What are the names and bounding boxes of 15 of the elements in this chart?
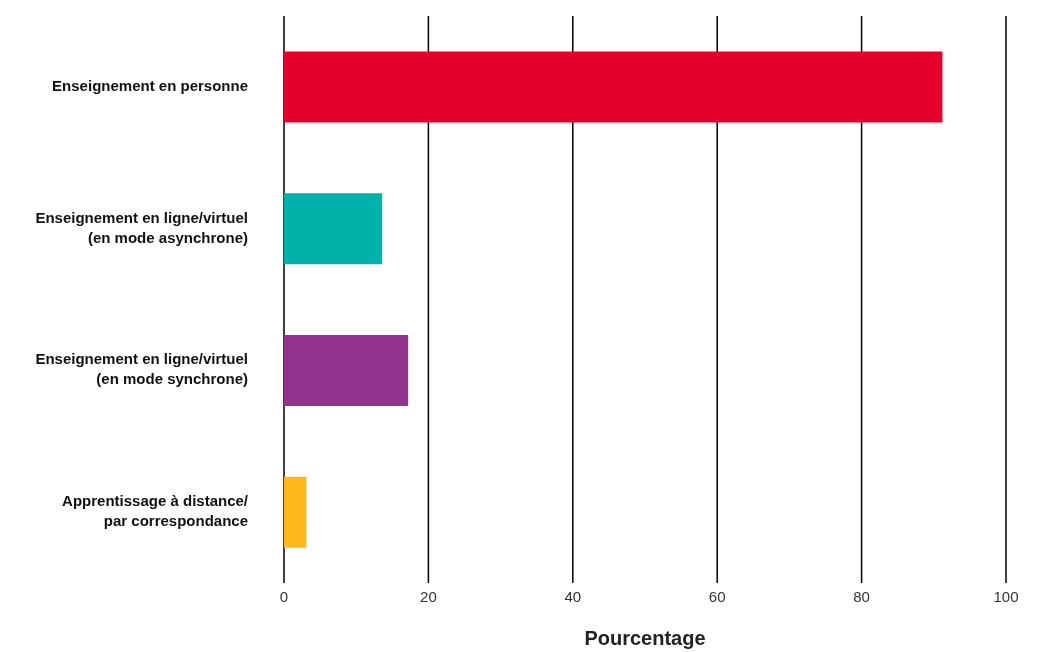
y-tick-label: Enseignement en ligne/virtuel (en mode synchrone) [35,350,248,388]
y-tick-label: Enseignement en personne [52,76,248,94]
bar [284,193,383,265]
bar [284,476,307,548]
y-tick-label: Enseignement en ligne/virtuel (en mode asynchrone) [35,208,248,246]
x-tick-label: 100 [993,587,1019,605]
x-tick-label: 40 [564,587,582,605]
x-tick-label: 0 [279,587,289,605]
x-tick-label: 80 [853,587,870,605]
bar [284,334,409,406]
x-axis-title: Pourcentage [584,627,706,649]
x-tick-label: 20 [420,587,437,605]
y-tick-label: Apprentissage à distance/ par correspondance [62,492,249,530]
bar [284,51,943,123]
x-tick-label: 60 [708,587,726,605]
